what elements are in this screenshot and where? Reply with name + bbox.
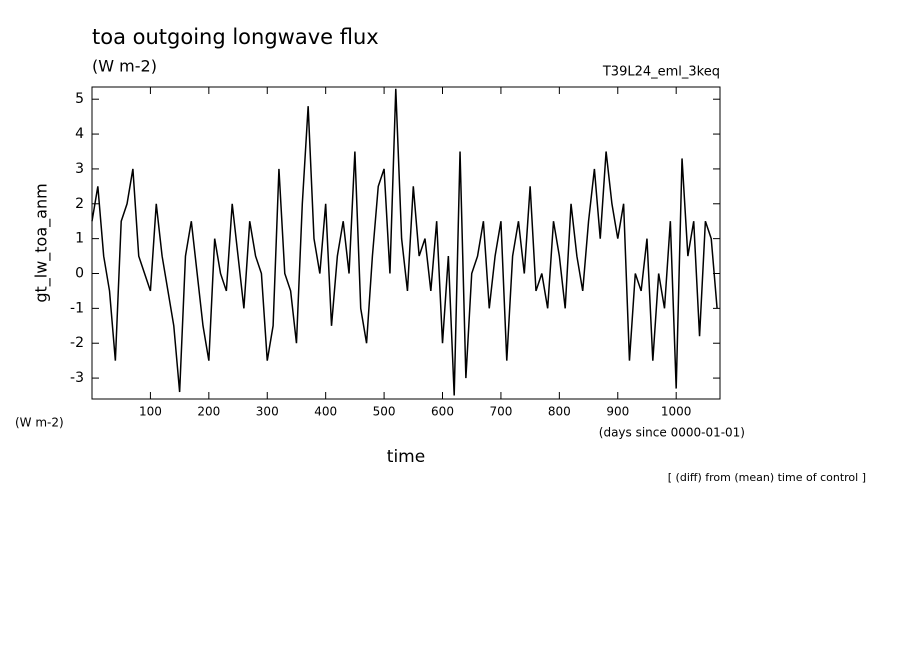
x-axis-label: time bbox=[387, 447, 425, 467]
x-tick-label: 300 bbox=[256, 405, 279, 419]
y-units: (W m-2) bbox=[15, 416, 64, 430]
y-tick-label: -1 bbox=[70, 300, 84, 316]
x-units: (days since 0000-01-01) bbox=[599, 426, 745, 440]
y-tick-label: 5 bbox=[75, 91, 84, 107]
chart-subtitle: (W m-2) bbox=[92, 57, 157, 76]
y-tick-label: 2 bbox=[75, 196, 84, 212]
x-tick-label: 200 bbox=[197, 405, 220, 419]
x-tick-label: 600 bbox=[431, 405, 454, 419]
data-line bbox=[91, 88, 718, 396]
x-tick-label: 800 bbox=[548, 405, 571, 419]
chart-title: toa outgoing longwave flux bbox=[92, 25, 379, 49]
y-tick-label: -3 bbox=[70, 370, 84, 386]
note: [ (diff) from (mean) time of control ] bbox=[668, 471, 866, 484]
x-tick-label: 400 bbox=[314, 405, 337, 419]
y-tick-label: 1 bbox=[75, 231, 84, 247]
y-tick-label: -2 bbox=[70, 335, 84, 351]
x-tick-label: 100 bbox=[139, 405, 162, 419]
x-tick-label: 1000 bbox=[661, 405, 692, 419]
x-tick-label: 500 bbox=[373, 405, 396, 419]
x-tick-label: 700 bbox=[489, 405, 512, 419]
y-tick-label: 3 bbox=[75, 161, 84, 177]
plot-frame bbox=[91, 86, 721, 400]
y-axis-label: gt_lw_toa_anm bbox=[32, 183, 52, 302]
y-tick-label: 0 bbox=[75, 266, 84, 282]
run-label: T39L24_eml_3keq bbox=[602, 65, 720, 80]
x-tick-label: 900 bbox=[606, 405, 629, 419]
y-tick-label: 4 bbox=[75, 126, 84, 142]
